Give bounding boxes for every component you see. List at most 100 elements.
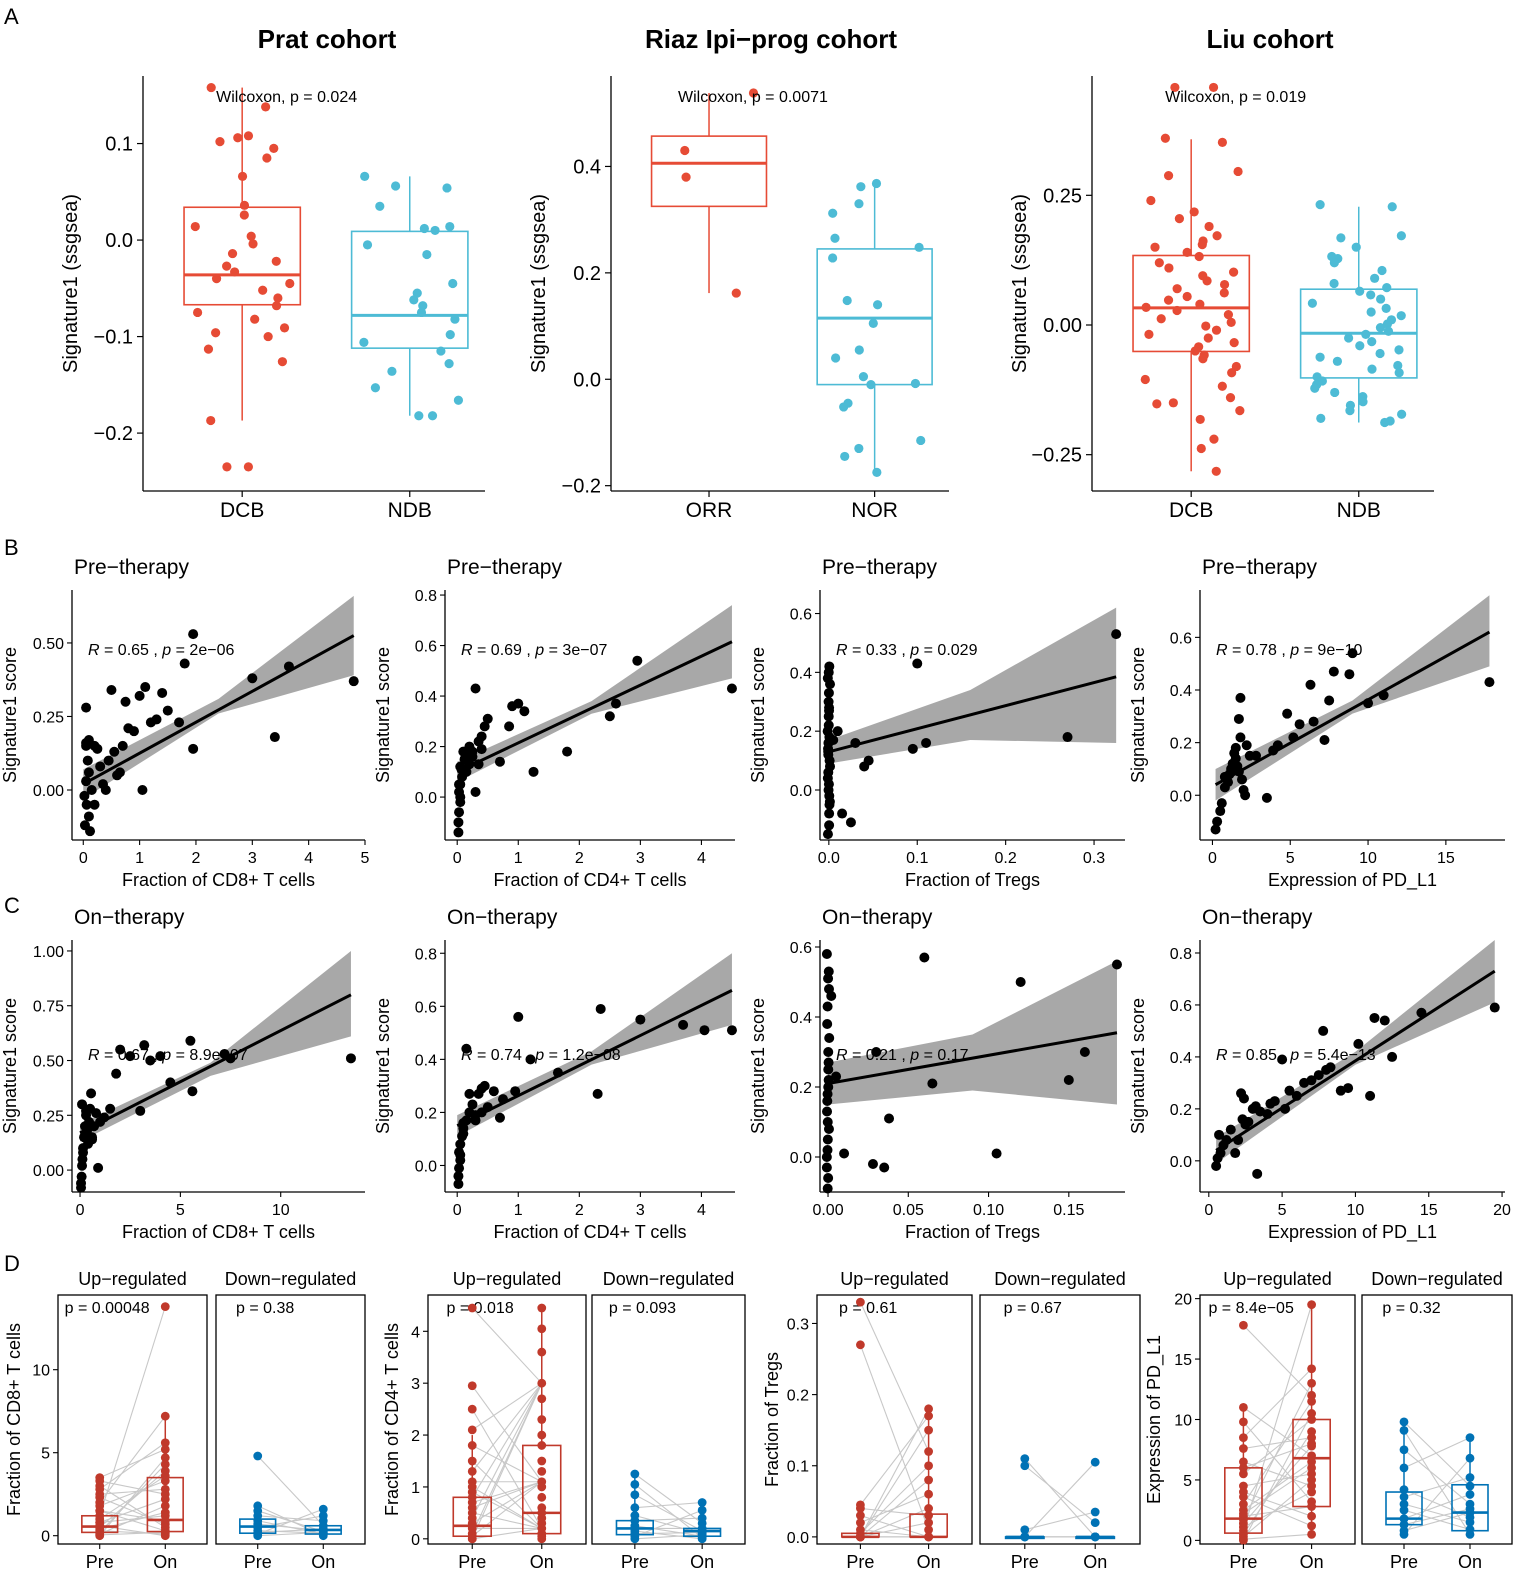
data-point-pre	[1020, 1532, 1030, 1542]
data-point	[1355, 286, 1365, 296]
data-point	[1332, 356, 1342, 366]
data-point	[840, 451, 850, 462]
data-point	[1235, 405, 1245, 416]
data-point-on	[1307, 1378, 1316, 1388]
data-point	[454, 1163, 465, 1174]
data-point-pre	[1020, 1461, 1030, 1471]
data-point	[1219, 288, 1229, 298]
data-point	[879, 1162, 890, 1173]
data-point	[81, 1105, 92, 1116]
x-axis-label: Fraction of CD8+ T cells	[122, 1222, 315, 1242]
charts: Prat cohort Signature1 (ssgsea) 0.1 0.0 −0.1…	[0, 24, 1513, 1572]
chart-title: On−therapy	[447, 906, 558, 929]
paired-line	[471, 1444, 543, 1483]
data-point	[513, 698, 524, 709]
data-point	[1196, 443, 1206, 454]
data-point-on	[160, 1476, 170, 1486]
regression-line	[1215, 969, 1496, 1152]
data-point	[1182, 291, 1192, 302]
data-point	[1353, 1038, 1364, 1049]
data-point-on	[1307, 1521, 1316, 1531]
data-point	[1377, 265, 1387, 276]
data-point	[635, 1014, 646, 1025]
data-point-on	[160, 1302, 170, 1312]
data-point	[528, 766, 539, 777]
data-point	[1345, 405, 1355, 416]
paired-line	[1243, 1437, 1312, 1450]
data-point-on	[318, 1531, 328, 1541]
data-point	[1164, 263, 1174, 273]
data-point	[1382, 283, 1392, 293]
paired-line	[1242, 1431, 1313, 1535]
y-tick-label: 0.6	[1170, 630, 1192, 647]
data-point	[1365, 1090, 1376, 1101]
correlation-annotation: R = 0.74 , p = 1.2e−08	[461, 1047, 621, 1064]
data-point	[1170, 82, 1180, 93]
data-point	[912, 658, 923, 669]
data-point	[1163, 295, 1174, 305]
data-point	[165, 1077, 176, 1088]
x-tick-label: 0.0	[818, 850, 840, 867]
data-point-on	[1465, 1481, 1475, 1491]
data-point-pre	[1399, 1514, 1409, 1524]
data-point	[269, 143, 279, 153]
data-point	[409, 295, 419, 305]
data-point-pre	[1399, 1445, 1409, 1455]
data-point	[498, 1094, 508, 1105]
x-tick-label: On	[1458, 1552, 1482, 1572]
data-point	[1194, 251, 1204, 262]
data-point	[1233, 766, 1244, 777]
facet-strip-label: Up−regulated	[453, 1269, 562, 1289]
y-tick-label: 0.1	[787, 1459, 809, 1476]
data-point-on	[160, 1438, 170, 1448]
y-tick-label: 0.00	[1043, 315, 1082, 337]
data-point-on	[1307, 1451, 1316, 1461]
data-point	[823, 1124, 834, 1134]
paired-line	[99, 1531, 166, 1536]
data-point	[1282, 708, 1293, 719]
x-tick-label: 5	[1286, 850, 1295, 867]
data-point	[1203, 333, 1213, 343]
data-point	[137, 785, 148, 795]
data-point	[348, 676, 359, 687]
data-point-on	[537, 1456, 547, 1466]
data-point	[823, 687, 834, 698]
data-point-pre	[856, 1504, 865, 1513]
data-point	[1233, 166, 1243, 177]
data-point-on	[1465, 1517, 1475, 1527]
data-point	[95, 761, 106, 772]
data-point	[1261, 792, 1272, 803]
data-point	[111, 1068, 122, 1079]
confidence-band	[828, 961, 1117, 1105]
data-point-on	[1090, 1518, 1100, 1528]
data-point	[1397, 409, 1407, 419]
data-point	[488, 1086, 499, 1097]
paired-line	[471, 1385, 543, 1483]
data-point-on	[537, 1466, 547, 1476]
data-point	[151, 714, 162, 725]
facet-panel	[1199, 1294, 1356, 1545]
y-tick-label: 3	[411, 1376, 420, 1393]
panel-label-d: D	[4, 1251, 20, 1276]
data-point	[1233, 713, 1244, 724]
facet-pvalue: p = 0.00048	[65, 1300, 150, 1317]
data-point	[1211, 325, 1222, 335]
data-point-on	[1307, 1487, 1316, 1497]
data-point	[139, 1040, 150, 1051]
data-point-on	[1307, 1409, 1316, 1418]
y-tick-label: 0.4	[415, 689, 437, 706]
data-point	[203, 344, 214, 354]
data-point	[1306, 1075, 1317, 1086]
data-point-on	[924, 1532, 933, 1542]
data-point	[91, 1108, 102, 1119]
data-point	[239, 200, 250, 210]
y-tick-label: 0.25	[33, 1108, 64, 1125]
data-point	[1209, 434, 1219, 444]
chart-a2: Riaz Ipi−prog cohort Signature1 (ssgsea) 0…	[528, 24, 949, 522]
data-point	[821, 949, 832, 959]
data-point	[1195, 414, 1205, 425]
data-point	[839, 1148, 850, 1159]
data-point	[85, 826, 96, 837]
data-point	[422, 249, 432, 260]
data-point	[822, 1001, 833, 1012]
